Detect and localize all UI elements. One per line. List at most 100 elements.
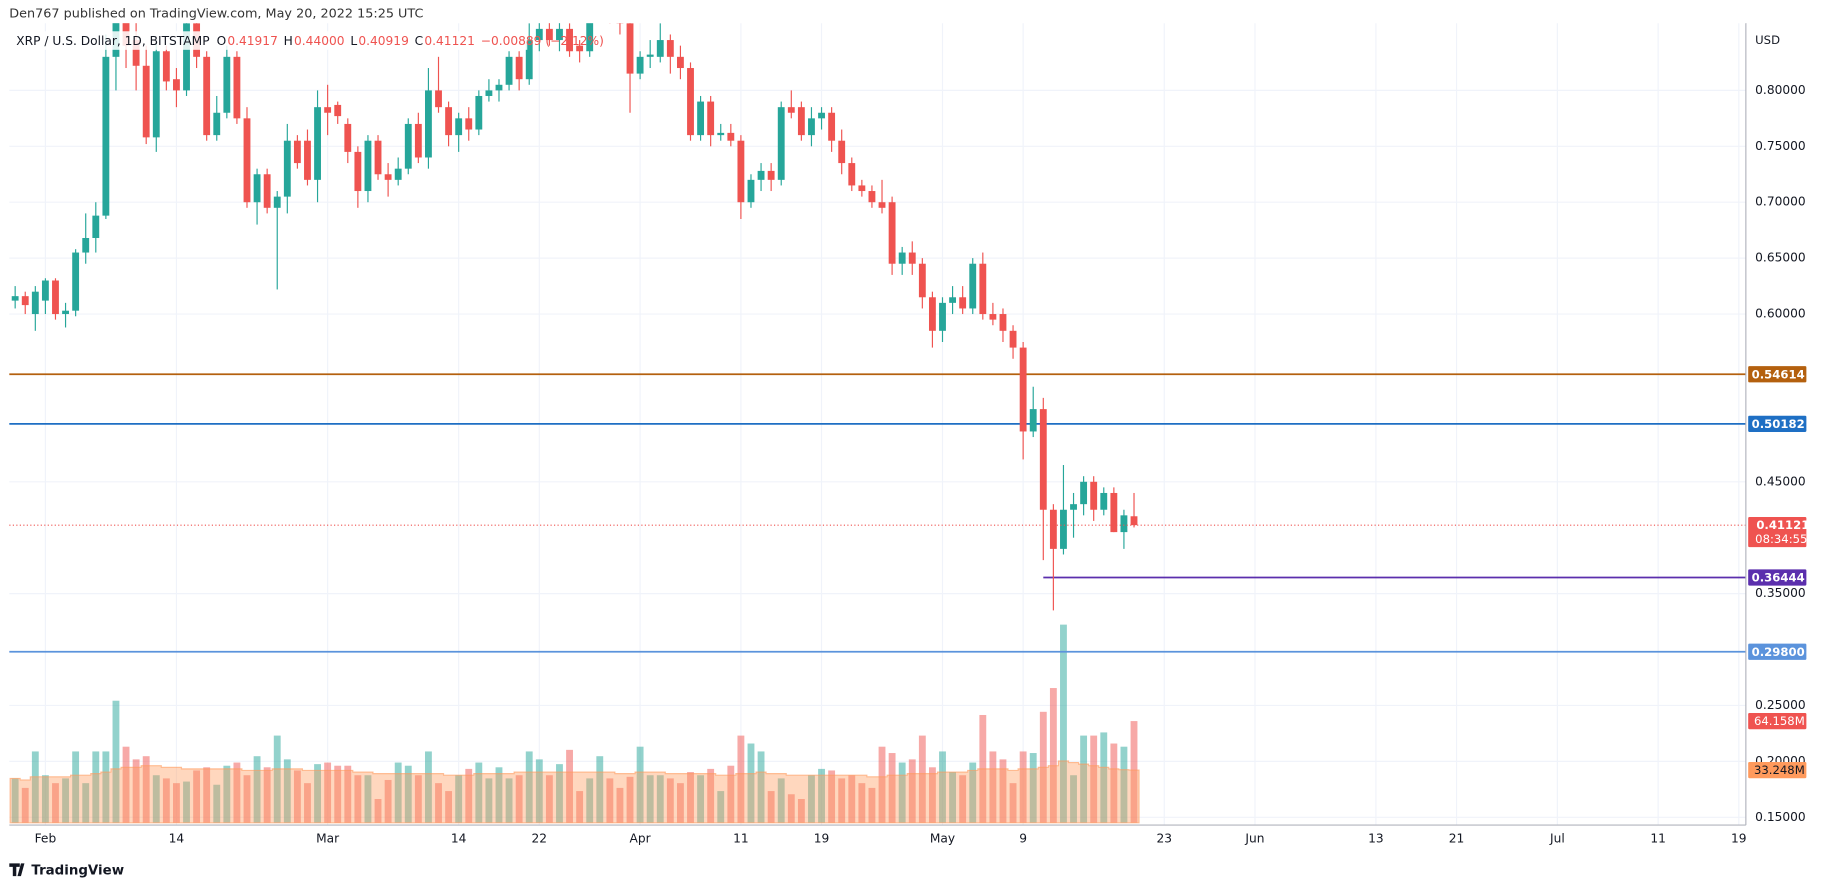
candle-body bbox=[183, 23, 190, 91]
volume-bar bbox=[162, 778, 170, 823]
candle-body bbox=[586, 6, 594, 52]
volume-bar bbox=[384, 779, 392, 823]
volume-bar bbox=[868, 787, 876, 823]
volume-bar bbox=[818, 768, 825, 823]
candle-body bbox=[1120, 515, 1128, 533]
volume-bar bbox=[1049, 688, 1057, 823]
candle-body bbox=[737, 140, 745, 203]
candle-body bbox=[576, 45, 584, 52]
volume-bar bbox=[949, 772, 957, 823]
volume-bar bbox=[193, 770, 201, 823]
candle-body bbox=[1009, 330, 1017, 348]
volume-bar bbox=[535, 759, 543, 823]
volume-bar bbox=[485, 778, 493, 823]
candles bbox=[9, 0, 1746, 611]
candle-body bbox=[1130, 516, 1138, 526]
candle-body bbox=[334, 104, 342, 117]
candle-body bbox=[1100, 492, 1108, 510]
volume-bar bbox=[112, 700, 120, 823]
volume-pane bbox=[9, 624, 1140, 824]
candle-body bbox=[707, 101, 715, 136]
candle-body bbox=[52, 280, 59, 315]
candle-body bbox=[203, 56, 211, 136]
volume-bar bbox=[41, 775, 49, 823]
candle-body bbox=[636, 56, 644, 74]
candle-body bbox=[72, 252, 80, 311]
logo-text: TradingView bbox=[31, 863, 124, 878]
volume-bar bbox=[1120, 746, 1128, 823]
volume-bar bbox=[334, 765, 342, 823]
volume-bar bbox=[1090, 735, 1098, 823]
legend-text: 0.40919 bbox=[358, 34, 409, 48]
candle-body bbox=[767, 170, 775, 180]
volume-ma-label-box bbox=[1748, 761, 1807, 779]
candle-body bbox=[404, 123, 412, 169]
volume-bar bbox=[152, 775, 160, 823]
x-tick-label: 14 bbox=[169, 832, 185, 846]
candle-body bbox=[1060, 509, 1067, 549]
candle-body bbox=[1080, 481, 1088, 505]
candle-body bbox=[666, 40, 674, 57]
volume-bar bbox=[1060, 624, 1067, 823]
volume-bar bbox=[838, 778, 846, 823]
candle-body bbox=[243, 118, 251, 203]
candle-body bbox=[132, 40, 140, 66]
volume-bar bbox=[717, 791, 725, 823]
legend-bg bbox=[9, 31, 528, 50]
volume-bar bbox=[1080, 735, 1088, 823]
volume-bar bbox=[31, 751, 39, 823]
volume-bar bbox=[273, 735, 281, 823]
volume-bar bbox=[253, 756, 261, 823]
candle-body bbox=[122, 0, 130, 46]
candle-body bbox=[384, 174, 392, 180]
candle-body bbox=[92, 215, 100, 239]
volume-bar bbox=[707, 768, 715, 823]
candle-body bbox=[566, 28, 573, 52]
candle-body bbox=[253, 174, 261, 203]
volume-bar bbox=[908, 759, 916, 823]
volume-bar bbox=[918, 735, 926, 823]
x-tick-label: 19 bbox=[814, 832, 830, 846]
volume-bar bbox=[465, 768, 473, 823]
volume-bar bbox=[364, 775, 372, 823]
volume-bar bbox=[939, 751, 946, 823]
candle-body bbox=[152, 51, 160, 138]
volume-bar bbox=[374, 799, 382, 823]
volume-label: 64.158M bbox=[1754, 714, 1805, 728]
candle-body bbox=[818, 112, 825, 119]
legend-text: 0.41121 bbox=[424, 34, 475, 48]
candle-body bbox=[324, 107, 332, 113]
candle-body bbox=[425, 90, 432, 158]
volume-bar bbox=[445, 791, 453, 823]
y-tick-label: 0.70000 bbox=[1755, 195, 1806, 209]
currency: USD bbox=[1755, 33, 1780, 47]
volume-bar bbox=[122, 746, 130, 823]
volume-bar bbox=[767, 791, 775, 823]
volume-bar bbox=[777, 778, 785, 823]
volume-bar bbox=[455, 775, 463, 823]
volume-bar bbox=[697, 775, 705, 823]
volume-bar bbox=[495, 767, 503, 823]
x-tick-label: May bbox=[930, 832, 955, 846]
legend-text: 0.44000 bbox=[294, 34, 345, 48]
candle-body bbox=[1070, 504, 1077, 510]
price-label-box bbox=[1748, 517, 1807, 548]
volume-bar bbox=[858, 783, 866, 823]
x-tick-label: 19 bbox=[1731, 832, 1747, 846]
volume-bar bbox=[848, 775, 856, 823]
candle-body bbox=[727, 132, 735, 141]
levels bbox=[9, 373, 1746, 653]
legend-text: −0.00889 (−2.12%) bbox=[481, 34, 604, 48]
price-label: 0.41121 bbox=[1756, 518, 1809, 532]
level-label: 0.50182 bbox=[1752, 417, 1805, 431]
x-tick-label: 11 bbox=[1650, 832, 1666, 846]
candle-body bbox=[999, 314, 1007, 331]
candle-body bbox=[747, 179, 755, 203]
volume-bar bbox=[808, 775, 815, 823]
level-label-box bbox=[1748, 366, 1807, 383]
volume-bar bbox=[283, 759, 291, 823]
volume-bar bbox=[183, 781, 190, 823]
volume-bar bbox=[132, 759, 140, 823]
volume-bar bbox=[969, 762, 977, 823]
